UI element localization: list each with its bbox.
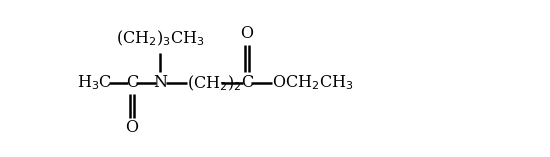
Text: O: O xyxy=(125,119,139,136)
Text: C: C xyxy=(126,74,138,91)
Text: OCH$_2$CH$_3$: OCH$_2$CH$_3$ xyxy=(272,74,354,92)
Text: C: C xyxy=(241,74,253,91)
Text: (CH$_2$)$_2$: (CH$_2$)$_2$ xyxy=(187,73,242,93)
Text: (CH$_2$)$_3$CH$_3$: (CH$_2$)$_3$CH$_3$ xyxy=(116,28,205,48)
Text: O: O xyxy=(240,25,254,42)
Text: H$_3$C: H$_3$C xyxy=(77,74,112,92)
Text: N: N xyxy=(153,74,167,91)
